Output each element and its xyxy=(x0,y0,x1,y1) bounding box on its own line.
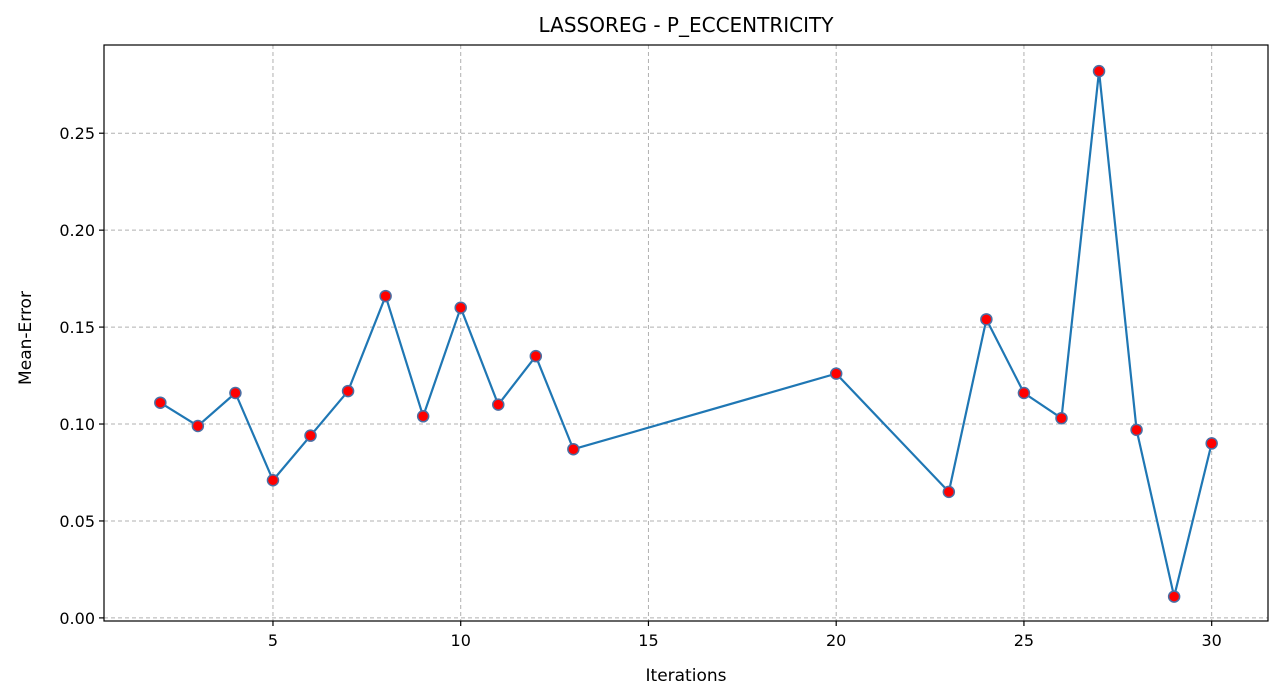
data-point xyxy=(529,349,543,363)
y-axis: 0.00 0.05 0.10 0.15 0.20 0.25 xyxy=(59,124,104,628)
data-point xyxy=(266,473,280,487)
y-tick-label: 0.20 xyxy=(59,221,95,240)
x-tick-label: 20 xyxy=(826,631,846,650)
data-point xyxy=(229,386,242,400)
y-tick-label: 0.05 xyxy=(59,512,95,531)
data-point xyxy=(1167,590,1181,603)
grid xyxy=(104,45,1268,621)
data-point xyxy=(416,410,430,423)
x-axis-title: Iterations xyxy=(646,666,727,686)
x-tick-label: 25 xyxy=(1014,631,1034,650)
x-tick-label: 30 xyxy=(1201,631,1221,650)
data-point xyxy=(1130,423,1143,437)
y-axis-title: Mean-Error xyxy=(16,291,36,385)
data-point xyxy=(829,367,843,380)
x-tick-label: 15 xyxy=(638,631,658,650)
x-tick-label: 5 xyxy=(268,631,278,650)
x-axis: 5 10 15 20 25 30 xyxy=(268,621,1222,650)
data-point xyxy=(942,485,956,499)
y-tick-label: 0.15 xyxy=(59,318,95,337)
x-tick-label: 10 xyxy=(451,631,471,650)
y-tick-label: 0.00 xyxy=(59,609,95,628)
y-tick-label: 0.10 xyxy=(59,415,95,434)
y-tick-label: 0.25 xyxy=(59,124,95,143)
data-point xyxy=(1017,386,1031,400)
data-point xyxy=(154,396,167,409)
data-point xyxy=(1205,437,1218,450)
data-point xyxy=(1055,411,1068,425)
plot-area-frame xyxy=(103,44,1269,622)
data-point xyxy=(567,442,580,456)
data-point xyxy=(191,419,205,433)
chart-title: LASSOREG - P_ECCENTRICITY xyxy=(539,13,835,37)
data-point xyxy=(379,289,392,303)
series-layer xyxy=(154,64,1218,603)
data-point xyxy=(980,313,993,326)
data-point xyxy=(1092,64,1106,78)
data-point xyxy=(492,398,505,411)
data-point xyxy=(341,384,355,398)
data-point xyxy=(304,429,317,442)
data-point xyxy=(454,301,467,314)
